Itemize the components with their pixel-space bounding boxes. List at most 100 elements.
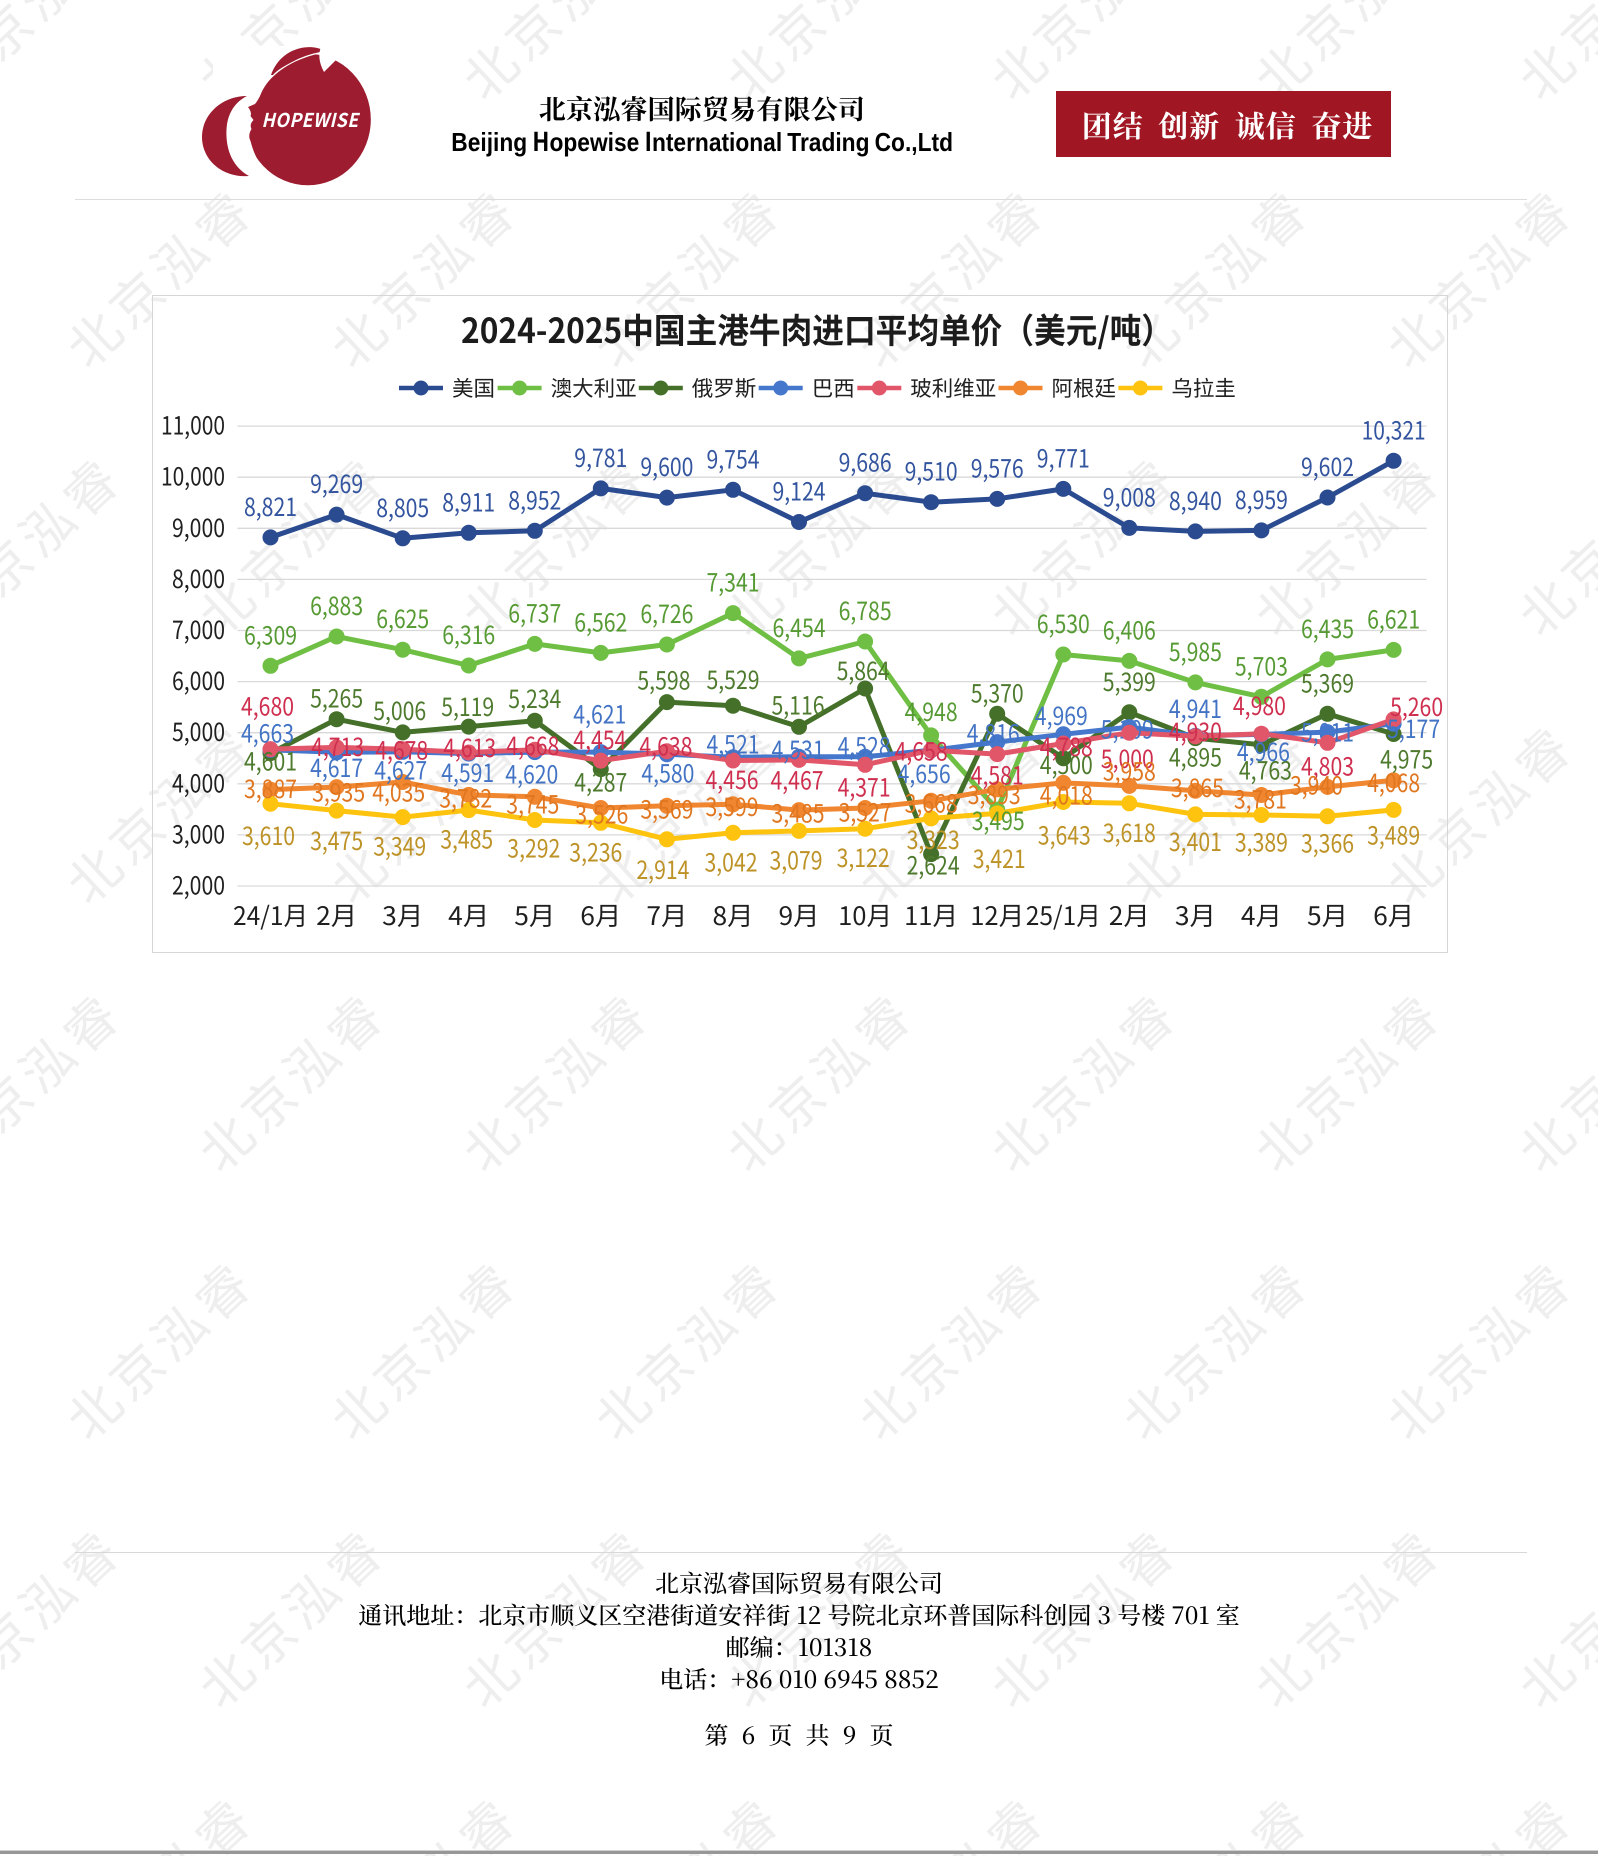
- svg-text:3,292: 3,292: [507, 830, 560, 866]
- svg-text:2024-2025中国主港牛肉进口平均单价（美元/吨）: 2024-2025中国主港牛肉进口平均单价（美元/吨）: [461, 303, 1173, 353]
- svg-text:3,000: 3,000: [172, 815, 225, 851]
- svg-text:3,489: 3,489: [1367, 816, 1420, 852]
- svg-text:4,521: 4,521: [707, 726, 760, 762]
- svg-text:6,435: 6,435: [1301, 610, 1354, 646]
- svg-text:5月: 5月: [514, 896, 555, 933]
- svg-text:5,116: 5,116: [772, 686, 825, 722]
- svg-text:4,895: 4,895: [1169, 739, 1222, 775]
- svg-text:4,456: 4,456: [706, 761, 759, 797]
- svg-text:4,467: 4,467: [771, 761, 824, 797]
- svg-text:3,401: 3,401: [1169, 823, 1222, 859]
- svg-text:8,000: 8,000: [172, 560, 225, 596]
- svg-text:3,527: 3,527: [839, 794, 892, 830]
- svg-text:8,959: 8,959: [1235, 481, 1288, 517]
- svg-text:4,613: 4,613: [443, 729, 496, 765]
- svg-text:4,816: 4,816: [967, 715, 1020, 751]
- svg-text:9,510: 9,510: [905, 453, 958, 489]
- svg-text:3,389: 3,389: [1235, 824, 1288, 860]
- svg-text:2,624: 2,624: [907, 847, 960, 883]
- svg-text:8,805: 8,805: [376, 489, 429, 525]
- svg-text:巴西: 巴西: [812, 372, 855, 403]
- svg-text:3,745: 3,745: [506, 785, 559, 821]
- svg-text:6,562: 6,562: [574, 603, 627, 639]
- svg-text:10,000: 10,000: [161, 458, 225, 494]
- svg-text:5,529: 5,529: [707, 661, 760, 697]
- svg-text:4,941: 4,941: [1169, 690, 1222, 726]
- svg-text:4,371: 4,371: [838, 768, 891, 804]
- svg-text:4,663: 4,663: [241, 714, 294, 750]
- svg-text:4,975: 4,975: [1380, 741, 1433, 777]
- svg-text:5,369: 5,369: [1301, 664, 1354, 700]
- svg-text:4,620: 4,620: [505, 756, 558, 792]
- svg-text:5,234: 5,234: [508, 680, 561, 716]
- svg-text:6,625: 6,625: [376, 600, 429, 636]
- svg-text:9,600: 9,600: [640, 448, 693, 484]
- svg-text:9,124: 9,124: [773, 473, 826, 509]
- svg-text:3,236: 3,236: [569, 833, 622, 869]
- svg-text:6,883: 6,883: [310, 587, 363, 623]
- svg-text:3,940: 3,940: [1290, 766, 1343, 802]
- svg-text:3,122: 3,122: [837, 839, 890, 875]
- svg-text:3,782: 3,782: [439, 779, 492, 815]
- svg-text:4,763: 4,763: [1239, 751, 1292, 787]
- svg-text:3,618: 3,618: [1103, 814, 1156, 850]
- svg-text:3,599: 3,599: [706, 788, 759, 824]
- svg-text:3,079: 3,079: [770, 841, 823, 877]
- svg-text:5,000: 5,000: [172, 713, 225, 749]
- svg-text:4,454: 4,454: [573, 721, 626, 757]
- svg-text:3,475: 3,475: [310, 822, 363, 858]
- svg-text:4,580: 4,580: [641, 755, 694, 791]
- svg-text:9,576: 9,576: [971, 449, 1024, 485]
- svg-text:2,914: 2,914: [636, 851, 689, 887]
- svg-text:9,771: 9,771: [1037, 439, 1090, 475]
- svg-text:4,656: 4,656: [898, 755, 951, 791]
- svg-text:5,985: 5,985: [1169, 633, 1222, 669]
- svg-text:9,000: 9,000: [172, 509, 225, 545]
- svg-text:4,591: 4,591: [441, 754, 494, 790]
- svg-text:5,000: 5,000: [1101, 740, 1154, 776]
- svg-text:9,602: 9,602: [1301, 448, 1354, 484]
- svg-text:5,370: 5,370: [971, 674, 1024, 710]
- svg-text:4,581: 4,581: [971, 757, 1024, 793]
- svg-text:6,454: 6,454: [773, 609, 826, 645]
- svg-text:11月: 11月: [904, 896, 958, 933]
- svg-text:4,638: 4,638: [639, 728, 692, 764]
- svg-text:4,803: 4,803: [1301, 747, 1354, 783]
- svg-text:4,617: 4,617: [310, 749, 363, 785]
- svg-text:3,865: 3,865: [1171, 769, 1224, 805]
- svg-text:6,530: 6,530: [1037, 605, 1090, 641]
- svg-text:3,668: 3,668: [905, 784, 958, 820]
- svg-text:6,316: 6,316: [442, 616, 495, 652]
- svg-text:澳大利亚: 澳大利亚: [551, 372, 637, 403]
- svg-text:2月: 2月: [1109, 896, 1150, 933]
- svg-text:4,930: 4,930: [1169, 713, 1222, 749]
- svg-text:11,000: 11,000: [161, 407, 225, 443]
- svg-text:3,893: 3,893: [968, 776, 1021, 812]
- svg-text:3,349: 3,349: [373, 828, 426, 864]
- svg-text:3,526: 3,526: [575, 796, 628, 832]
- svg-text:3月: 3月: [1175, 896, 1216, 933]
- svg-text:3,781: 3,781: [1234, 781, 1287, 817]
- svg-text:4月: 4月: [448, 896, 489, 933]
- svg-text:9,269: 9,269: [310, 465, 363, 501]
- svg-text:6,737: 6,737: [508, 594, 561, 630]
- svg-text:4,969: 4,969: [1035, 697, 1088, 733]
- svg-text:俄罗斯: 俄罗斯: [692, 372, 757, 403]
- svg-text:7月: 7月: [646, 896, 687, 933]
- svg-text:4,980: 4,980: [1233, 687, 1286, 723]
- svg-text:3,366: 3,366: [1301, 825, 1354, 861]
- svg-text:8,821: 8,821: [244, 488, 297, 524]
- svg-text:4,601: 4,601: [244, 743, 297, 779]
- svg-text:10月: 10月: [838, 896, 892, 933]
- svg-text:9月: 9月: [779, 896, 820, 933]
- svg-text:5,265: 5,265: [310, 680, 363, 716]
- svg-text:5,006: 5,006: [373, 692, 426, 728]
- svg-text:3,495: 3,495: [972, 802, 1025, 838]
- svg-text:8,911: 8,911: [442, 483, 495, 519]
- svg-text:9,008: 9,008: [1103, 478, 1156, 514]
- svg-text:4,658: 4,658: [895, 733, 948, 769]
- svg-text:2,000: 2,000: [172, 867, 225, 903]
- svg-text:阿根廷: 阿根廷: [1052, 372, 1117, 403]
- svg-text:4,678: 4,678: [375, 732, 428, 768]
- svg-text:4,528: 4,528: [838, 727, 891, 763]
